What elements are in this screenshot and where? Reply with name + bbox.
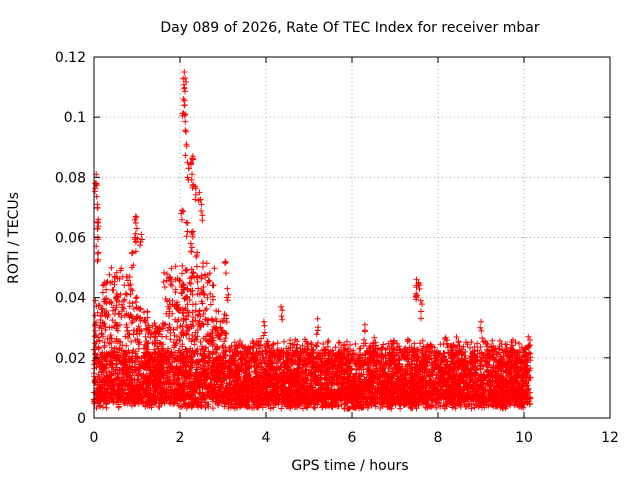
x-tick-label: 0 <box>90 430 99 446</box>
x-tick-label: 10 <box>515 430 533 446</box>
y-tick-label: 0.02 <box>55 351 86 367</box>
x-tick-label: 8 <box>434 430 443 446</box>
x-axis-ticks: 0 2 4 6 8 10 12 <box>90 57 619 446</box>
y-axis-label: ROTI / TECUs <box>6 192 22 284</box>
y-tick-label: 0.04 <box>55 291 86 307</box>
x-tick-label: 4 <box>262 430 271 446</box>
y-tick-label: 0.1 <box>64 110 86 126</box>
x-tick-label: 2 <box>176 430 185 446</box>
roti-point-markers <box>91 69 534 412</box>
y-tick-label: 0.08 <box>55 170 86 186</box>
chart-title: Day 089 of 2026, Rate Of TEC Index for r… <box>160 20 539 36</box>
x-tick-label: 6 <box>348 430 357 446</box>
x-tick-label: 12 <box>601 430 619 446</box>
y-tick-label: 0.12 <box>55 50 86 66</box>
x-axis-label: GPS time / hours <box>291 458 408 474</box>
y-tick-label: 0 <box>77 411 86 427</box>
y-axis-ticks: 0 0.02 0.04 0.06 0.08 0.1 0.12 <box>55 50 610 427</box>
data-points <box>91 69 534 412</box>
y-tick-label: 0.06 <box>55 231 86 247</box>
